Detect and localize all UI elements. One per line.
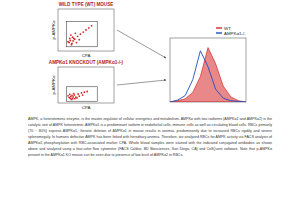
event-dot bbox=[69, 93, 71, 95]
plot-area bbox=[170, 48, 246, 102]
panel-title: AMPKα1 KNOCKOUT (AMPKα1-/-) bbox=[49, 60, 124, 65]
plot-frame bbox=[58, 9, 114, 51]
y-label: p-AMPKα bbox=[51, 20, 56, 39]
legend-swatch bbox=[216, 32, 222, 33]
event-dot bbox=[78, 39, 80, 41]
gate bbox=[66, 87, 97, 101]
event-dot bbox=[71, 95, 73, 97]
event-dot bbox=[74, 32, 76, 34]
y-label: p-AMPKα bbox=[51, 75, 56, 94]
plot-area bbox=[66, 87, 97, 101]
event-dot bbox=[88, 27, 90, 29]
event-dot bbox=[76, 42, 78, 44]
event-dot bbox=[78, 95, 80, 97]
event-dot bbox=[74, 98, 76, 100]
event-dot bbox=[72, 96, 74, 98]
event-dot bbox=[69, 40, 71, 42]
event-dot bbox=[69, 97, 71, 99]
arrow bbox=[117, 80, 166, 85]
event-dot bbox=[77, 35, 79, 37]
event-dot bbox=[82, 31, 84, 33]
histogram-area bbox=[170, 48, 246, 102]
event-dot bbox=[82, 94, 84, 96]
legend-label: AMPKα1-/- bbox=[224, 31, 246, 36]
event-dot bbox=[80, 33, 82, 35]
event-dot bbox=[71, 44, 73, 46]
event-dot bbox=[74, 38, 76, 40]
arrow bbox=[117, 30, 166, 58]
event-dot bbox=[67, 95, 69, 97]
figure: WILD TYPE (WT) MOUSE CPA p-AMPKα AMPKα1 KNO… bbox=[0, 0, 300, 116]
event-dot bbox=[72, 36, 74, 38]
event-dot bbox=[69, 38, 71, 40]
histogram-line bbox=[170, 51, 246, 102]
event-dot bbox=[91, 25, 93, 27]
caption: AMPK, a heterotrimeric enzyme, is the ma… bbox=[28, 116, 272, 158]
event-dot bbox=[83, 91, 85, 93]
event-dot bbox=[73, 93, 75, 95]
panel-title: WILD TYPE (WT) MOUSE bbox=[59, 2, 114, 7]
x-label: CPA bbox=[82, 53, 91, 58]
plot-frame bbox=[170, 38, 246, 102]
event-dot bbox=[86, 91, 88, 93]
x-label: CPA bbox=[82, 105, 91, 110]
event-dot bbox=[70, 34, 72, 36]
legend-swatch bbox=[216, 27, 222, 28]
event-dot bbox=[77, 93, 79, 95]
event-dot bbox=[72, 40, 74, 42]
event-dot bbox=[81, 92, 83, 94]
plot-area bbox=[66, 22, 97, 47]
gate bbox=[66, 22, 97, 47]
plot-frame bbox=[58, 67, 114, 103]
event-dot bbox=[85, 29, 87, 31]
event-dot bbox=[67, 41, 69, 43]
event-dot bbox=[76, 97, 78, 99]
